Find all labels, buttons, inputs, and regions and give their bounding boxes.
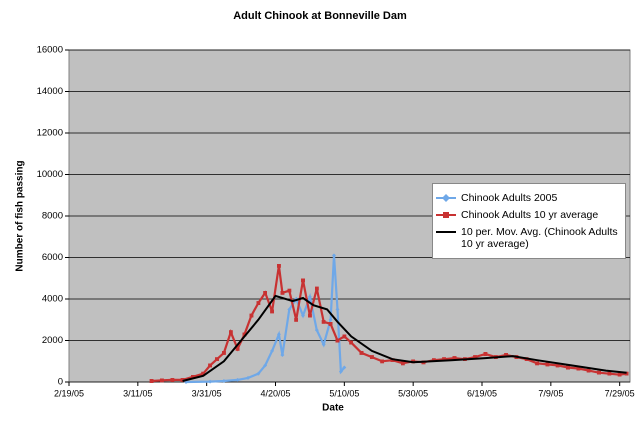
legend-key [436,231,456,233]
legend-marker [443,212,449,218]
y-tick-label: 12000 [37,128,63,139]
x-tick-label: 7/29/05 [605,388,635,398]
x-tick-label: 3/11/05 [123,388,152,398]
legend-entry: 10 per. Mov. Avg. (Chinook Adults 10 yr … [435,226,623,250]
legend-key [436,212,456,218]
legend-label: 10 per. Mov. Avg. (Chinook Adults 10 yr … [461,226,618,250]
x-tick-label: 5/10/05 [329,388,359,398]
x-axis-label: Date [322,403,344,414]
legend-label: Chinook Adults 2005 [461,192,558,204]
series-line [182,294,627,382]
x-tick-label: 5/30/05 [398,388,428,398]
chart-title: Adult Chinook at Bonneville Dam [233,10,407,22]
legend-entry: Chinook Adults 10 yr average [435,209,623,221]
y-tick-label: 0 [58,377,63,388]
y-tick-label: 16000 [37,45,63,56]
series-line [149,263,629,383]
y-tick-label: 10000 [37,169,63,180]
legend-label: Chinook Adults 10 yr average [461,209,599,221]
y-tick-label: 4000 [42,294,63,305]
y-tick-label: 14000 [37,86,63,97]
y-tick-label: 6000 [42,252,63,263]
legend-marker [442,194,450,202]
x-tick-label: 7/9/05 [538,388,563,398]
x-tick-label: 3/31/05 [192,388,222,398]
x-tick-label: 6/19/05 [467,388,497,398]
y-axis-label: Number of fish passing [15,160,26,271]
x-tick-label: 2/19/05 [54,388,84,398]
legend-key [436,194,456,202]
legend: Chinook Adults 2005 Chinook Adults 10 yr … [432,183,626,259]
y-tick-label: 2000 [42,335,63,346]
legend-entry: Chinook Adults 2005 [435,192,623,204]
y-tick-label: 8000 [42,211,63,222]
x-tick-label: 4/20/05 [260,388,290,398]
